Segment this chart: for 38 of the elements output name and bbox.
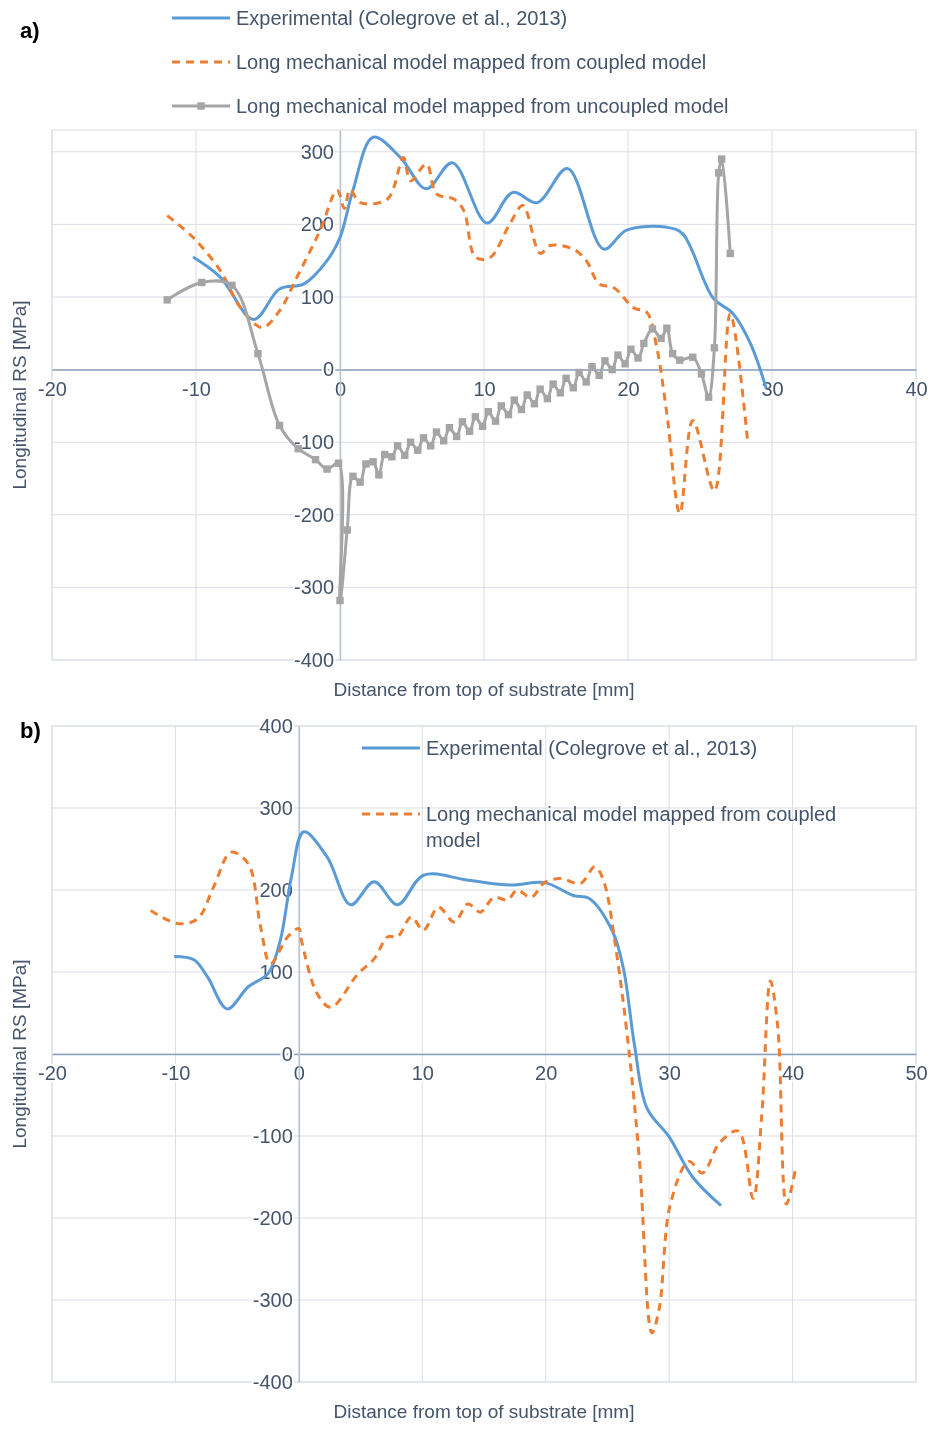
y-tick-label: -200 [252, 1206, 293, 1229]
y-tick-label: 0 [322, 358, 334, 381]
y-tick-label: -400 [293, 648, 334, 671]
x-tick-label: -20 [38, 377, 67, 400]
y-tick-label: 400 [259, 714, 293, 737]
chart-title: b) [20, 718, 41, 743]
x-axis-title: Distance from top of substrate [mm] [333, 1401, 635, 1422]
y-tick-label: -300 [293, 576, 334, 599]
y-tick-label: -100 [252, 1124, 293, 1147]
y-axis-title: Longitudinal RS [MPa] [9, 300, 30, 490]
y-tick-label: 300 [300, 140, 334, 163]
y-tick-label: -100 [293, 431, 334, 454]
x-tick-label: 20 [617, 377, 640, 400]
chart-title: a) [20, 18, 40, 43]
y-tick-label: -400 [252, 1370, 293, 1393]
x-axis-title: Distance from top of substrate [mm] [333, 679, 635, 700]
legend-label: Experimental (Colegrove et al., 2013) [236, 7, 568, 29]
x-tick-label: -10 [161, 1062, 191, 1085]
y-tick-label: -300 [252, 1288, 293, 1311]
y-tick-label: 300 [259, 796, 293, 819]
x-tick-label: 10 [473, 377, 496, 400]
x-tick-label: 20 [535, 1062, 558, 1085]
x-tick-label: 30 [658, 1062, 681, 1085]
x-tick-label: 30 [761, 377, 784, 400]
y-tick-label: 200 [300, 213, 334, 236]
y-tick-label: 100 [300, 285, 334, 308]
legend-label: Long mechanical model mapped from coupled model [236, 51, 707, 73]
legend-label: Long mechanical model mapped from coupled model [426, 803, 837, 851]
x-tick-label: 10 [411, 1062, 434, 1085]
legend-label: Experimental (Colegrove et al., 2013) [426, 737, 758, 759]
y-tick-label: -200 [293, 503, 334, 526]
legend-label: Long mechanical model mapped from uncoupled model [236, 95, 729, 117]
x-tick-label: 40 [905, 377, 928, 400]
x-tick-label: 40 [781, 1062, 805, 1085]
x-tick-label: -20 [38, 1062, 67, 1085]
y-axis-title: Longitudinal RS [MPa] [9, 959, 30, 1149]
x-tick-label: 50 [905, 1062, 928, 1085]
x-tick-label: -10 [182, 377, 211, 400]
